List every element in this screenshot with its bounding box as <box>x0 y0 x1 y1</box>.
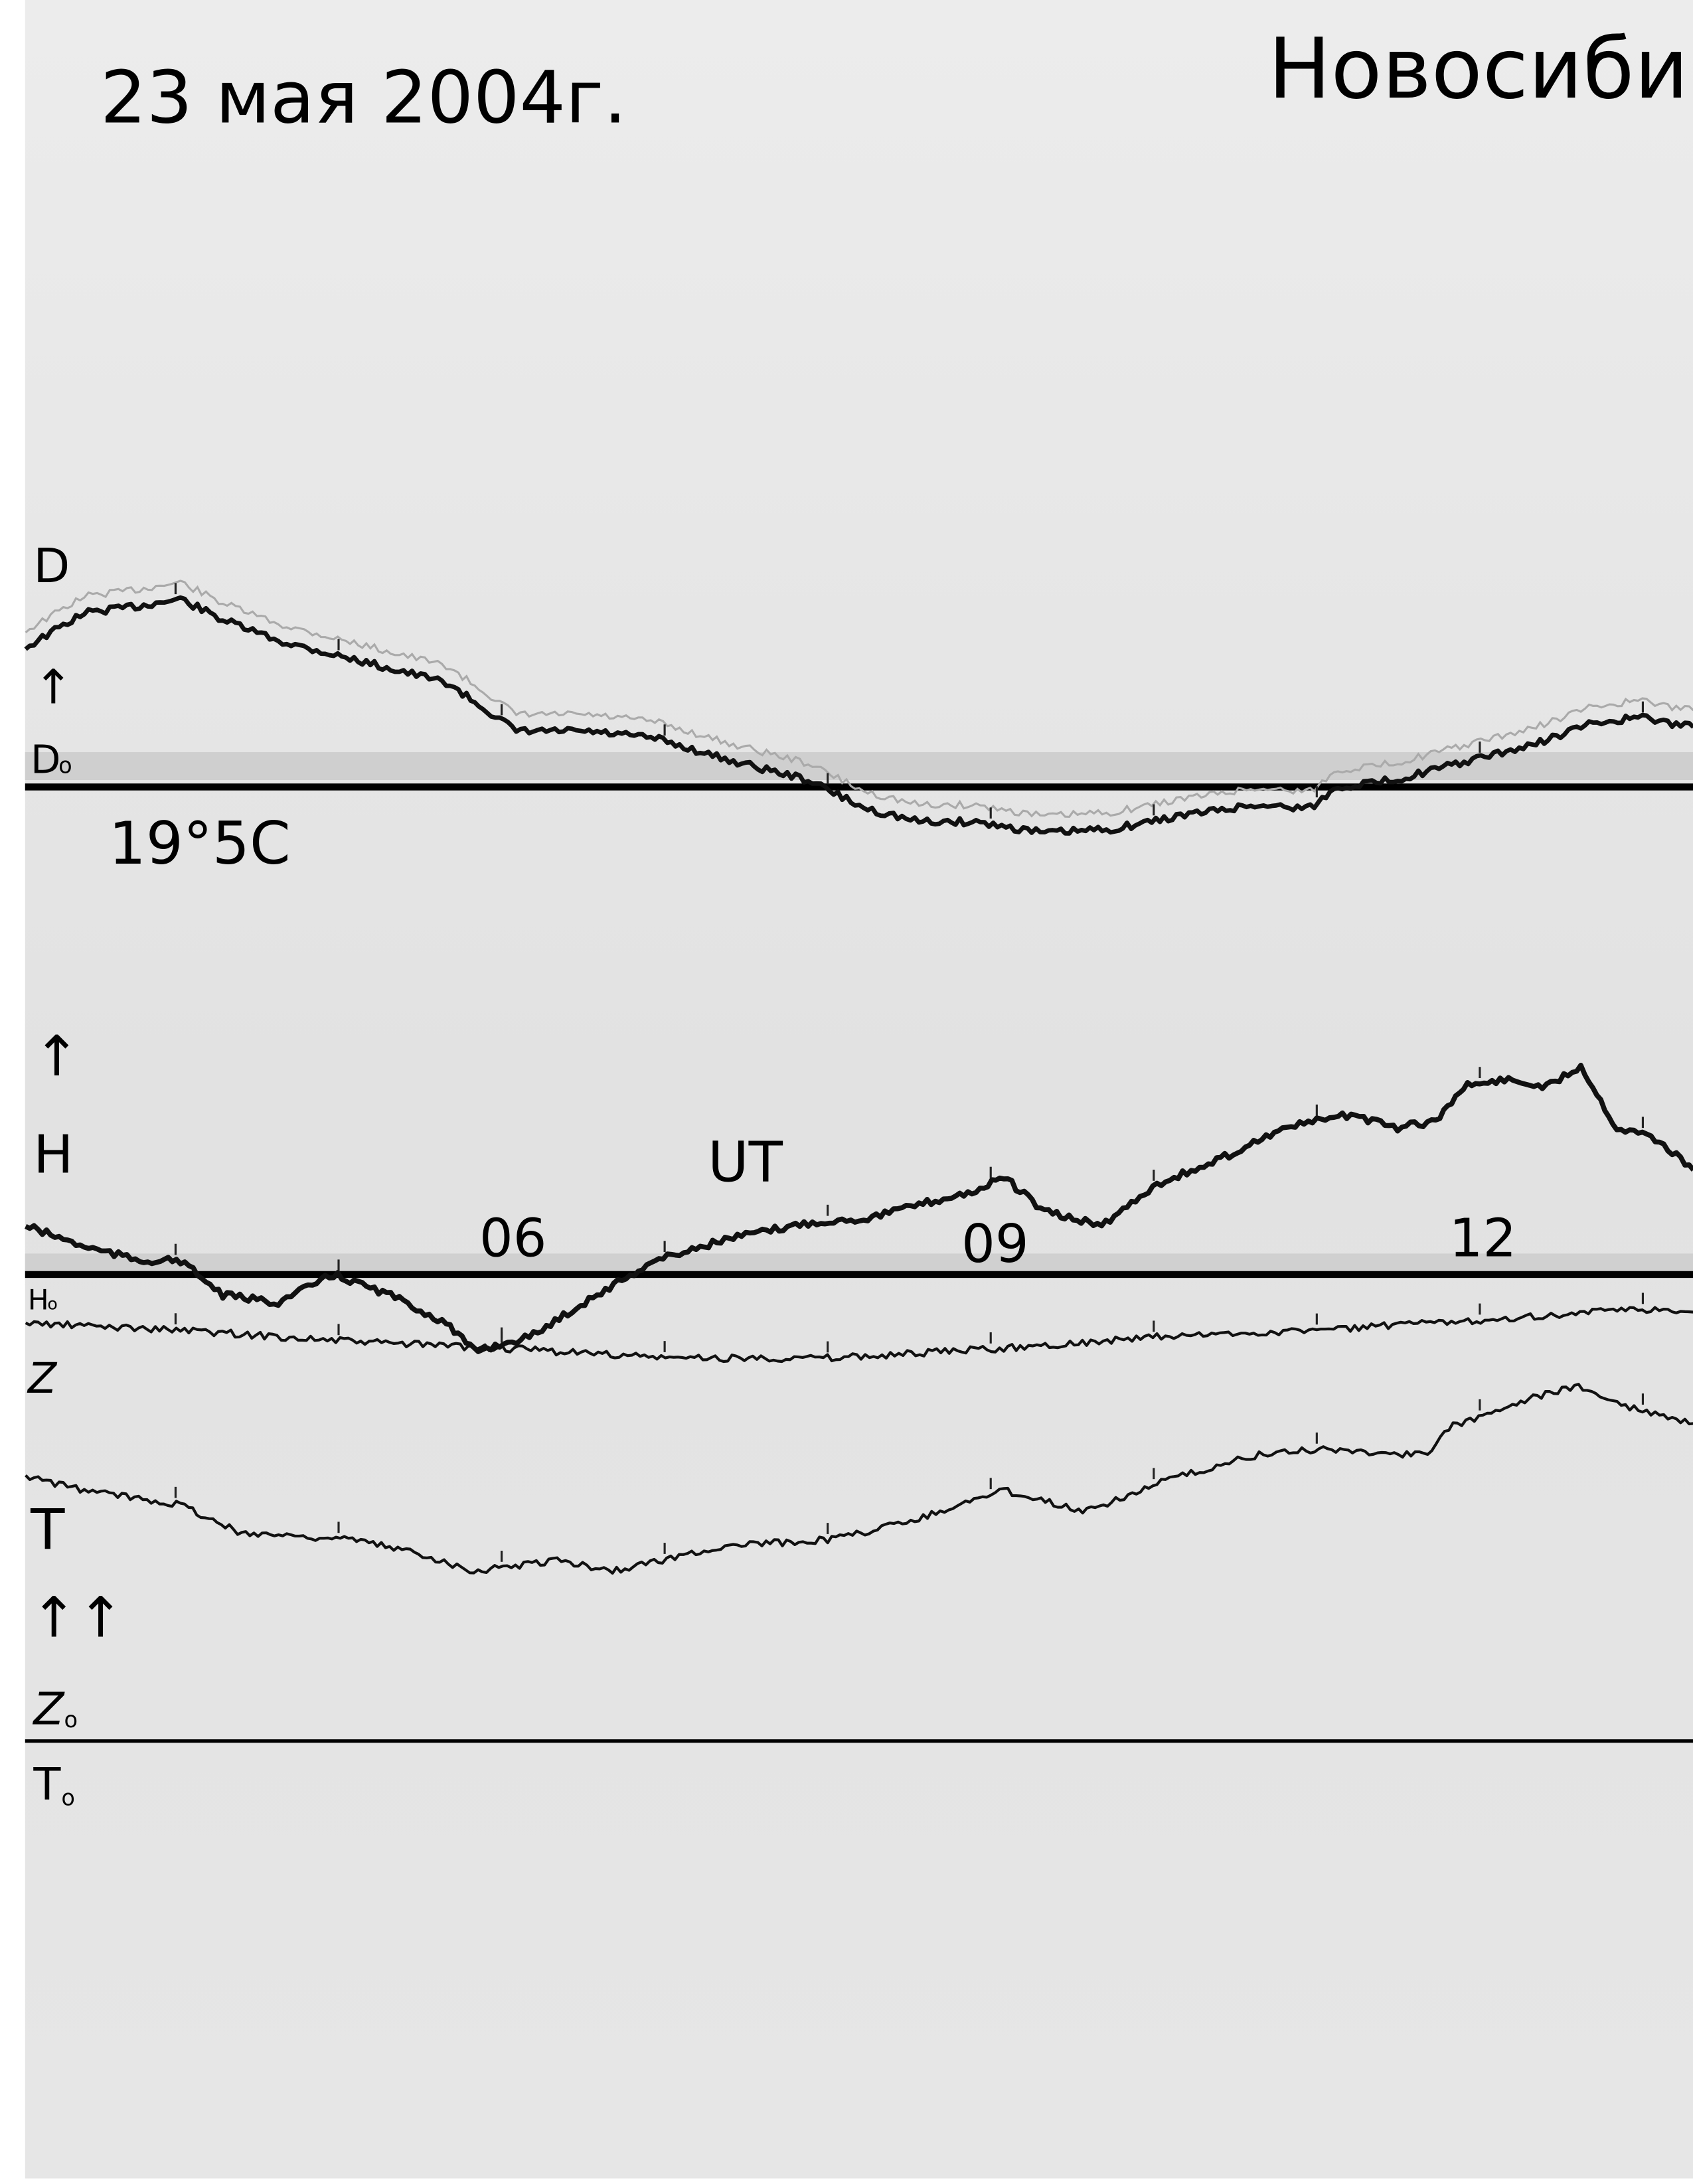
d0-subscript: o <box>58 753 72 779</box>
d-trace-shadow <box>25 580 1693 818</box>
h0-subscript: o <box>47 1294 57 1313</box>
tick-label-06: 06 <box>479 1208 546 1269</box>
h-trace <box>25 1062 1693 1354</box>
d-arrow-icon: ↑ <box>33 660 73 715</box>
h0-baseline-band <box>25 1253 1693 1271</box>
z0-label: Z <box>32 1683 65 1735</box>
temperature-label: 19°5C <box>109 809 291 878</box>
ut-label: UT <box>708 1129 783 1194</box>
tick-label-12: 12 <box>1449 1208 1516 1269</box>
d-trace <box>24 595 1693 836</box>
z0-subscript: o <box>64 1707 78 1733</box>
h-label: H <box>33 1124 73 1186</box>
z-trace <box>25 1306 1693 1364</box>
t0-label: T <box>33 1758 61 1810</box>
h0-label: H <box>28 1283 49 1316</box>
station-label: Новосиби <box>1268 20 1688 117</box>
date-label: 23 мая 2004г. <box>100 56 627 140</box>
t-trace <box>25 1383 1693 1575</box>
d0-label: D <box>31 737 60 783</box>
t-label: T <box>30 1497 65 1562</box>
z-label: Z <box>27 1354 58 1403</box>
d-label: D <box>33 538 70 593</box>
paper-background <box>25 0 1693 2179</box>
t0-subscript: o <box>61 1784 75 1810</box>
tick-label-09: 09 <box>961 1213 1028 1275</box>
h-arrow-icon: ↑ <box>33 1024 80 1089</box>
zt-arrows-icon: ↑↑ <box>31 1585 124 1650</box>
